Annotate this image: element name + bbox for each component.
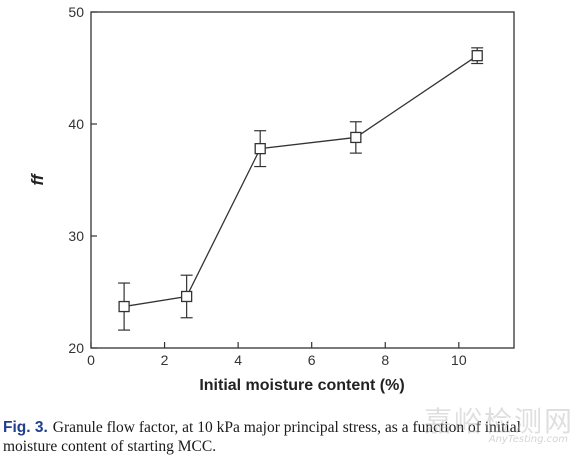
x-tick-label: 8 <box>381 352 389 368</box>
series-layer <box>118 47 484 331</box>
figure-label: Fig. 3. <box>3 419 48 436</box>
y-tick-label: 20 <box>68 340 84 356</box>
x-axis-title: Initial moisture content (%) <box>199 377 404 394</box>
data-point-marker <box>350 131 362 144</box>
x-tick-label: 10 <box>451 352 467 368</box>
figure-caption: Fig. 3. Granule flow factor, at 10 kPa ma… <box>3 418 573 456</box>
y-tick-label: 30 <box>68 228 84 244</box>
data-point-marker <box>471 50 483 62</box>
plot-frame <box>90 11 515 349</box>
y-tick-label: 50 <box>68 4 84 20</box>
caption-text: Granule flow factor, at 10 kPa major pri… <box>3 419 521 455</box>
watermark-subtext: AnyTesting.com <box>488 434 568 445</box>
data-point-marker <box>180 290 193 303</box>
watermark-logo: 嘉峪检测网 <box>423 405 574 438</box>
x-tick-label: 6 <box>308 352 316 368</box>
data-point-marker <box>118 300 130 313</box>
series-line <box>124 55 478 308</box>
x-axis-ticks: 0 2 4 6 8 10 <box>87 342 467 368</box>
y-tick-label: 40 <box>68 116 84 132</box>
x-tick-label: 2 <box>161 352 169 368</box>
y-axis-ticks: 20 30 40 50 <box>68 4 97 356</box>
x-tick-label: 0 <box>87 352 95 368</box>
data-point-marker <box>254 142 266 155</box>
y-axis-title: ff <box>28 172 47 185</box>
chart: 0 2 4 6 8 10 20 30 40 50 Initial moisture conten… <box>28 4 515 394</box>
x-tick-label: 4 <box>234 352 242 368</box>
